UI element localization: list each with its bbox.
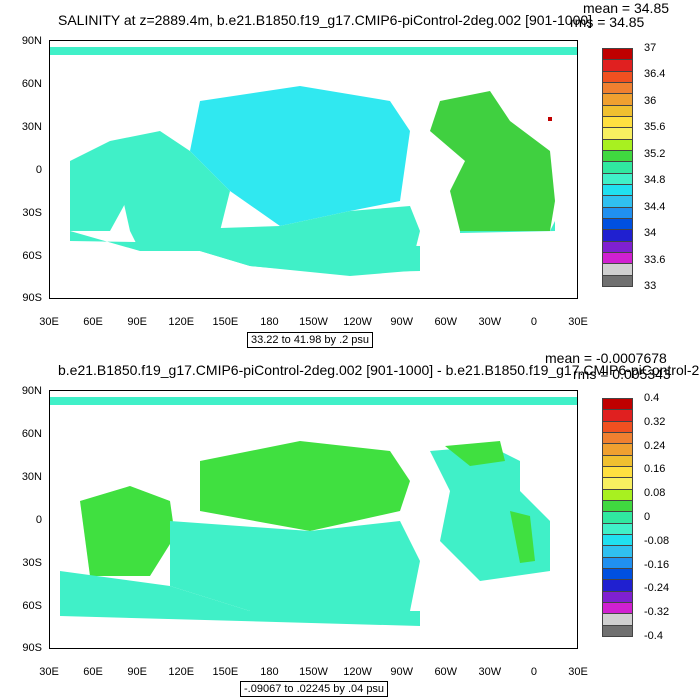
panel2-lat-label: 60S [22,600,42,612]
panel2-rms: rms = 0.005343 [573,366,671,382]
lon-tick-label: 90E [127,316,147,328]
panel1-lat-label: 60N [21,78,42,90]
lon-tick-label: 120E [168,666,195,678]
lon-tick-label: 90W [390,666,413,678]
colorbar-swatch [602,624,633,637]
colorbar-label: 35.6 [644,121,666,134]
lon-tick-label: 90E [127,666,147,678]
lon-tick-label: 30W [478,666,502,678]
panel2-lat-label: 0 [35,514,42,526]
panel1-rms: rms = 34.85 [570,14,645,30]
mediterranean-spot [548,117,552,121]
lon-tick-label: 60W [434,316,458,328]
lon-tick-label: 30E [39,666,59,678]
lon-tick-label: 60E [83,316,103,328]
panel1-lat-label: 90N [21,35,42,47]
atlantic-ocean [430,91,555,231]
arctic-band [50,397,577,405]
lon-tick-label: 120W [343,316,372,328]
lon-tick-label: 60W [434,666,458,678]
panel2-lat-label: 60N [21,428,42,440]
lon-tick-label: 30E [39,316,59,328]
colorbar-label: 35.2 [644,147,666,160]
colorbar-label: 33.6 [644,253,666,266]
indian-ocean [80,486,175,576]
south-atlantic-patch [510,511,535,563]
colorbar-label: 36.4 [644,68,666,81]
lon-tick-label: 150E [212,316,239,328]
lon-tick-label: 180 [260,666,279,678]
panel2-lat-label: 90S [22,642,42,654]
lon-tick-label: 30E [568,666,588,678]
arctic-band [50,47,577,55]
lon-tick-label: 120W [343,666,372,678]
lon-tick-label: 150E [212,666,239,678]
colorbar-label: -0.24 [644,582,670,595]
south-atlantic-band [460,221,555,233]
panel2-range-label: -.09067 to .02245 by .04 psu [240,681,389,697]
lon-tick-label: 0 [530,666,537,678]
panel2-lat-label: 30N [21,471,42,483]
panel2-mean: mean = -0.0007678 [545,350,667,366]
lon-tick-label: 150W [299,316,328,328]
panel2-lat-label: 90N [21,385,42,397]
colorbar-swatch [602,274,633,287]
panel1-lat-label: 30N [21,121,42,133]
panel2-colorbar: 0.4 0.32 0.24 0.16 0.08 0 -0.08 -0.16 -0.24 -0.32… [602,392,682,642]
panel1-lat-label: 60S [22,250,42,262]
panel1-range-label: 33.22 to 41.98 by .2 psu [247,332,374,348]
colorbar-label: -0.16 [644,558,670,571]
colorbar-label: 37 [644,42,657,54]
indian-ocean-east [110,131,230,231]
panel2-map [50,397,577,626]
colorbar-label: 0.32 [644,415,666,428]
lon-tick-label: 60E [83,666,103,678]
colorbar-label: 34.8 [644,174,666,187]
lon-tick-label: 180 [260,316,279,328]
lon-tick-label: 150W [299,666,328,678]
lon-tick-label: 30W [478,316,502,328]
north-pacific [200,441,410,531]
lon-tick-label: 120E [168,316,195,328]
panel1-lat-label: 0 [35,164,42,176]
southern-ocean [70,231,420,273]
lon-tick-label: 0 [530,316,537,328]
south-pacific [170,521,420,616]
north-atlantic [445,441,505,466]
colorbar-label: -0.4 [644,630,663,642]
southern-ocean [60,571,420,626]
colorbar-label: 34.4 [644,200,666,213]
colorbar-label: 0.16 [644,463,666,476]
panel1-map [50,47,577,276]
panel1-lat-label: 30S [22,207,42,219]
panel1-lat-label: 90S [22,292,42,304]
lon-tick-label: 90W [390,316,413,328]
panel2-lat-label: 30S [22,557,42,569]
colorbar-label: -0.08 [644,534,670,547]
colorbar-label: 36 [644,94,657,107]
panel1-title: SALINITY at z=2889.4m, b.e21.B1850.f19_g… [58,12,593,28]
panel1-mean: mean = 34.85 [583,0,670,16]
colorbar-label: 34 [644,227,657,240]
colorbar-label: 0 [644,511,651,523]
panel1-colorbar: 37 36.4 36 35.6 35.2 34.8 34.4 34 33.6 33 [602,42,682,292]
panel1-map-frame [49,40,578,299]
colorbar-label: 33 [644,280,657,292]
colorbar-label: -0.32 [644,606,670,619]
colorbar-label: 0.08 [644,487,666,500]
colorbar-label: 0.4 [644,392,660,404]
lon-tick-label: 30E [568,316,588,328]
pacific-ocean [190,86,410,226]
colorbar-label: 0.24 [644,439,666,452]
panel2-title: b.e21.B1850.f19_g17.CMIP6-piControl-2deg… [58,362,700,378]
panel2-map-frame [49,390,578,649]
